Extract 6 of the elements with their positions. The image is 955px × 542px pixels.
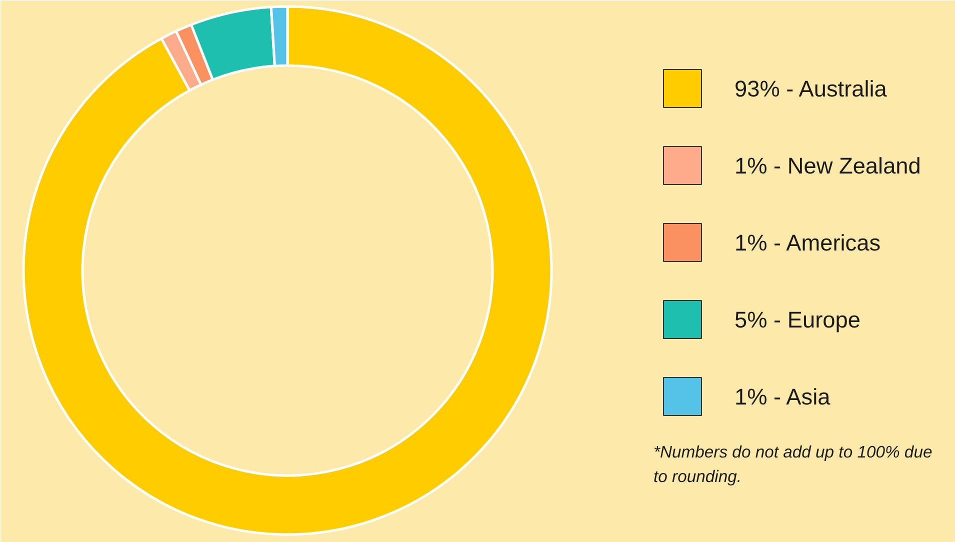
legend-label: 5% - Europe <box>734 306 860 332</box>
legend-label: 1% - New Zealand <box>734 152 921 178</box>
legend-label: 1% - Americas <box>734 230 881 256</box>
legend-label: 93% - Australia <box>734 76 888 102</box>
text: *Numbers do not add up to 100% due to rounding. <box>654 442 932 486</box>
legend-label: 1% - Asia <box>734 384 831 410</box>
